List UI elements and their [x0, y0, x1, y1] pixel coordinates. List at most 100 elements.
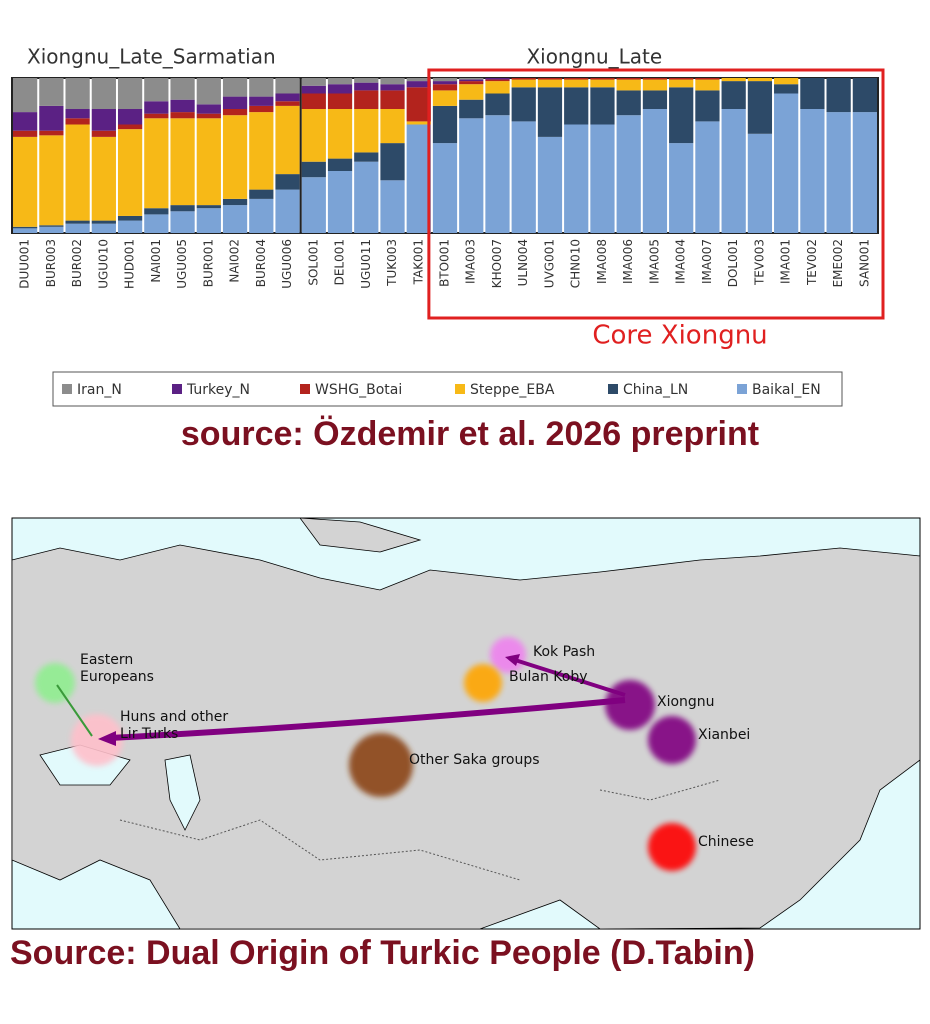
bar-segment — [459, 118, 484, 233]
map-island — [299, 517, 422, 553]
bar-segment — [590, 87, 615, 125]
arrowhead — [505, 654, 520, 666]
map — [11, 517, 921, 930]
bar-segment — [380, 78, 405, 85]
bar-segment — [170, 99, 195, 113]
bar-segment — [327, 109, 353, 159]
bar-segment — [354, 90, 379, 109]
bar-segment — [537, 136, 563, 233]
bar-segment — [39, 225, 64, 227]
bar-segment — [695, 121, 720, 233]
x-tick-label: UGU005 — [175, 239, 189, 289]
bar-segment — [301, 161, 326, 178]
caspian-sea — [164, 754, 201, 831]
bar-segment — [354, 82, 379, 91]
bar-segment — [432, 84, 458, 91]
x-tick-label: HUD001 — [123, 239, 137, 289]
bar-segment — [616, 78, 641, 80]
x-tick-label: UVG001 — [542, 239, 556, 288]
arrowhead — [98, 731, 116, 746]
map-land — [11, 544, 921, 930]
bar-segment — [432, 81, 458, 85]
bar-segment — [380, 143, 405, 181]
bar-segment — [774, 78, 799, 85]
bar-segment — [117, 220, 143, 233]
bar-segment — [774, 84, 799, 94]
map-label: Eastern — [80, 652, 133, 668]
x-tick-label: DUU001 — [18, 239, 32, 289]
x-tick-label: IMA008 — [595, 239, 609, 284]
x-tick-label: TEV002 — [805, 239, 819, 286]
legend-label: Steppe_EBA — [470, 382, 555, 398]
map-label: Kok Pash — [533, 644, 595, 660]
bar-segment — [669, 78, 694, 80]
x-tick-label: NAI002 — [228, 239, 242, 283]
bar-segment — [91, 220, 116, 224]
bar-segment — [275, 105, 300, 175]
bar-segment — [13, 226, 38, 229]
bar-segment — [511, 78, 536, 80]
bar-segment — [695, 79, 720, 91]
bar-segment — [642, 109, 668, 233]
bar-segment — [642, 90, 668, 109]
bar-segment — [485, 81, 510, 94]
map-marker — [464, 664, 502, 702]
bar-segment — [406, 78, 431, 82]
legend-swatch — [737, 384, 747, 394]
bar-segment — [747, 133, 773, 233]
bar-segment — [301, 109, 326, 162]
map-marker — [71, 714, 123, 766]
bar-segment — [774, 93, 799, 233]
bar-segment — [13, 130, 38, 137]
bar-segment — [117, 78, 143, 109]
bar-segment — [275, 78, 300, 94]
bar-segment — [537, 79, 563, 88]
x-tick-label: BUR003 — [44, 239, 58, 287]
x-tick-label: DEL001 — [333, 239, 347, 285]
bar-segment — [327, 158, 353, 171]
bar-segment — [196, 118, 221, 206]
map-label: Bulan Koby — [509, 669, 588, 685]
x-tick-label: TEV003 — [752, 239, 766, 286]
bar-segment — [459, 79, 484, 82]
bar-segment — [800, 109, 825, 233]
bar-segment — [485, 78, 510, 80]
bar-segment — [459, 99, 484, 119]
bar-segment — [91, 78, 116, 109]
legend-swatch — [62, 384, 72, 394]
bar-segment — [695, 90, 720, 122]
x-tick-label: CHN010 — [569, 239, 583, 288]
bar-segment — [117, 215, 143, 221]
bar-segment — [170, 118, 195, 206]
bar-segment — [117, 124, 143, 130]
x-tick-label: BUR004 — [254, 239, 268, 287]
bar-segment — [327, 78, 353, 85]
bar-segment — [301, 85, 326, 94]
bar-segment — [380, 90, 405, 109]
bar-segment — [695, 78, 720, 80]
bar-segment — [13, 136, 38, 227]
bar-segment — [144, 208, 169, 215]
bar-segment — [354, 78, 379, 83]
x-tick-label: IMA003 — [464, 239, 478, 284]
x-tick-label: IMA005 — [647, 239, 661, 284]
bar-segment — [170, 211, 195, 233]
bar-segment — [380, 84, 405, 91]
bar-segment — [144, 214, 169, 233]
bar-segment — [800, 78, 825, 109]
x-tick-label: UGU011 — [359, 239, 373, 289]
bar-segment — [432, 105, 458, 144]
bar-segment — [590, 124, 615, 233]
bar-segment — [13, 78, 38, 113]
bar-segment — [564, 78, 589, 80]
bar-segment — [380, 109, 405, 144]
bar-segment — [222, 109, 248, 116]
bar-segment — [485, 93, 510, 116]
map-marker — [648, 823, 696, 871]
core-box — [427, 68, 885, 320]
bar-segment — [170, 112, 195, 119]
bar-segment — [380, 180, 405, 233]
map-marker — [349, 733, 413, 797]
bar-segment — [432, 143, 458, 233]
